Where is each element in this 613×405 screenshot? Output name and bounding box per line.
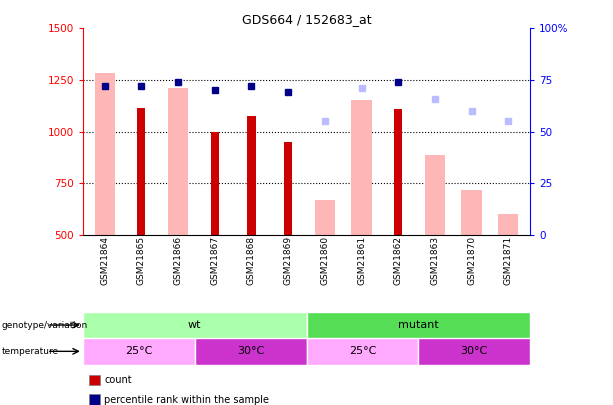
- Bar: [94, 73, 115, 235]
- Text: 25°C: 25°C: [125, 346, 153, 356]
- Bar: [83, 312, 306, 338]
- Bar: [284, 142, 292, 235]
- Bar: [351, 100, 371, 235]
- Text: percentile rank within the sample: percentile rank within the sample: [104, 395, 269, 405]
- Bar: [314, 200, 335, 235]
- Bar: [394, 109, 402, 235]
- Text: mutant: mutant: [398, 320, 439, 330]
- Bar: [425, 156, 445, 235]
- Bar: [306, 312, 530, 338]
- Bar: [462, 190, 482, 235]
- Bar: [211, 132, 219, 235]
- Title: GDS664 / 152683_at: GDS664 / 152683_at: [242, 13, 371, 26]
- Bar: [168, 88, 188, 235]
- Bar: [248, 116, 256, 235]
- Text: 30°C: 30°C: [461, 346, 488, 356]
- Text: temperature: temperature: [1, 347, 58, 356]
- Text: 25°C: 25°C: [349, 346, 376, 356]
- Text: 30°C: 30°C: [237, 346, 264, 356]
- Text: genotype/variation: genotype/variation: [1, 320, 88, 330]
- Bar: [498, 214, 519, 235]
- Bar: [195, 338, 306, 365]
- Bar: [83, 338, 195, 365]
- Bar: [137, 108, 145, 235]
- Text: wt: wt: [188, 320, 202, 330]
- Bar: [306, 338, 418, 365]
- Text: count: count: [104, 375, 132, 385]
- Bar: [418, 338, 530, 365]
